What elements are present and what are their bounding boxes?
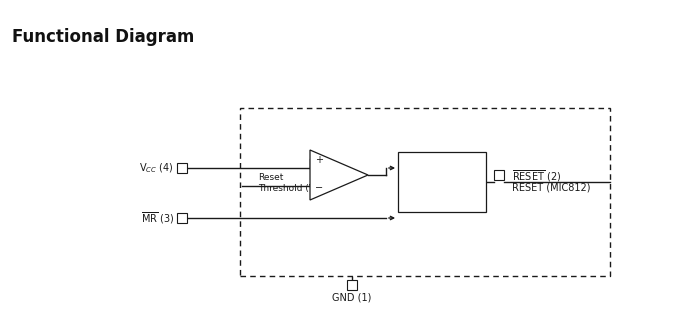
- Text: Functional Diagram: Functional Diagram: [12, 28, 194, 46]
- Bar: [177, 213, 187, 223]
- Text: −: −: [315, 183, 323, 193]
- Text: GENERATOR: GENERATOR: [409, 185, 475, 195]
- Text: RESET (MIC812): RESET (MIC812): [512, 183, 591, 193]
- Text: +: +: [315, 155, 323, 165]
- Text: V$_{CC}$ (4): V$_{CC}$ (4): [139, 161, 174, 175]
- Text: Reset: Reset: [258, 172, 283, 182]
- Bar: [347, 280, 357, 290]
- Text: $\overline{\mathrm{RESET}}$ (2): $\overline{\mathrm{RESET}}$ (2): [512, 168, 562, 184]
- Text: GND (1): GND (1): [332, 293, 371, 303]
- Bar: [494, 170, 504, 180]
- Polygon shape: [310, 150, 368, 200]
- Text: RESET: RESET: [424, 169, 459, 179]
- Bar: [240, 108, 610, 276]
- Bar: [177, 163, 187, 173]
- Text: Threshold (V): Threshold (V): [258, 183, 318, 192]
- Bar: [398, 152, 486, 212]
- Text: $\overline{\mathrm{MR}}$ (3): $\overline{\mathrm{MR}}$ (3): [141, 210, 174, 226]
